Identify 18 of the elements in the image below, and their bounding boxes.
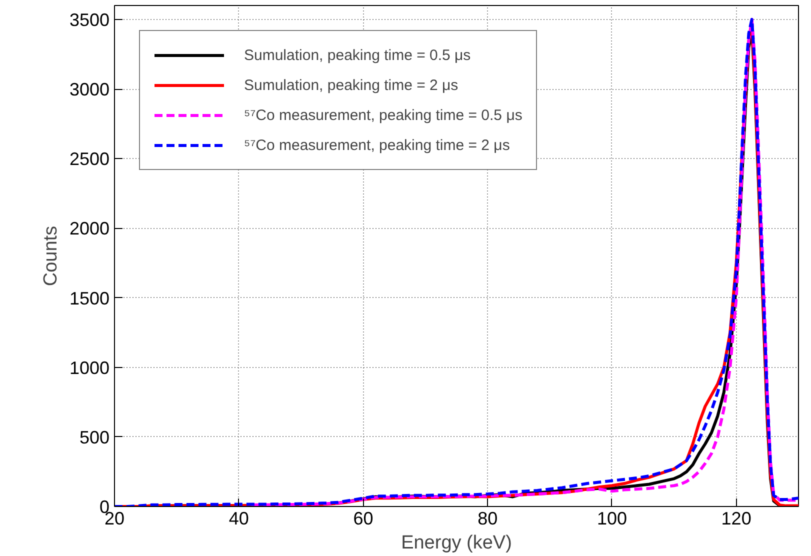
y-tick-label: 1000: [69, 358, 110, 378]
y-tick-label: 3500: [69, 10, 110, 30]
x-tick-label: 60: [353, 508, 374, 528]
y-tick-label: 1500: [69, 288, 110, 308]
y-axis-title: Counts: [40, 226, 62, 286]
x-tick-label: 40: [228, 508, 249, 528]
legend-label: ⁵⁷Co measurement, peaking time = 0.5 μs: [244, 106, 522, 124]
x-tick-label: 100: [596, 508, 627, 528]
legend-label: Sumulation, peaking time = 2 μs: [244, 76, 458, 94]
legend-label: Sumulation, peaking time = 0.5 μs: [244, 46, 471, 64]
x-axis-title: Energy (keV): [401, 532, 512, 554]
x-tick-label: 120: [721, 508, 752, 528]
y-tick-label: 2000: [69, 218, 110, 239]
y-tick-label: 2500: [69, 149, 110, 170]
x-tick-label: 80: [478, 508, 498, 528]
y-tick-label: 500: [79, 427, 110, 448]
y-tick-label: 3000: [69, 80, 110, 100]
legend-label: ⁵⁷Co measurement, peaking time = 2 μs: [244, 136, 510, 154]
